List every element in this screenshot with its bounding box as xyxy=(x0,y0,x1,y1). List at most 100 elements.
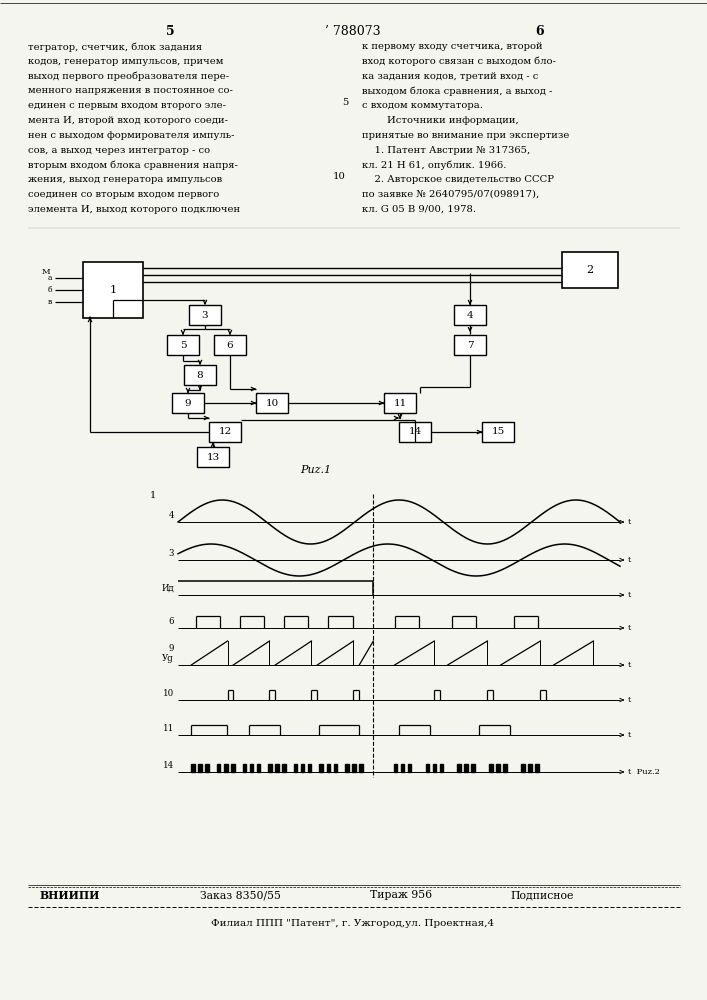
Text: ’ 788073: ’ 788073 xyxy=(325,25,381,38)
Text: выход первого преобразователя пере-: выход первого преобразователя пере- xyxy=(28,72,229,81)
Bar xyxy=(359,764,363,772)
Bar xyxy=(83,262,143,318)
Text: 5: 5 xyxy=(165,25,175,38)
Bar xyxy=(294,764,298,772)
Bar xyxy=(472,764,475,772)
Text: 1. Патент Австрии № 317365,: 1. Патент Австрии № 317365, xyxy=(362,146,530,155)
Text: Филиал ППП "Патент", г. Ужгород,ул. Проектная,4: Филиал ППП "Патент", г. Ужгород,ул. Прое… xyxy=(211,919,495,928)
Text: нен с выходом формирователя импуль-: нен с выходом формирователя импуль- xyxy=(28,131,235,140)
Bar xyxy=(562,252,618,288)
Bar xyxy=(197,447,229,467)
Text: Источники информации,: Источники информации, xyxy=(362,116,519,125)
Text: 11: 11 xyxy=(393,398,407,408)
Text: кл. G 05 В 9/00, 1978.: кл. G 05 В 9/00, 1978. xyxy=(362,205,476,214)
Text: 7: 7 xyxy=(467,340,473,350)
Bar xyxy=(454,305,486,325)
Bar xyxy=(189,305,221,325)
Text: мента И, второй вход которого соеди-: мента И, второй вход которого соеди- xyxy=(28,116,228,125)
Text: а: а xyxy=(47,274,52,282)
Bar xyxy=(214,335,246,355)
Text: t: t xyxy=(628,696,631,704)
Bar xyxy=(217,764,221,772)
Bar xyxy=(184,365,216,385)
Text: кл. 21 Н 61, опублик. 1966.: кл. 21 Н 61, опублик. 1966. xyxy=(362,160,506,170)
Bar xyxy=(433,764,436,772)
Text: тегратор, счетчик, блок задания: тегратор, счетчик, блок задания xyxy=(28,42,202,51)
Bar xyxy=(172,393,204,413)
Text: Тираж 956: Тираж 956 xyxy=(370,890,432,900)
Text: единен с первым входом второго эле-: единен с первым входом второго эле- xyxy=(28,101,226,110)
Bar xyxy=(206,764,209,772)
Bar xyxy=(426,764,429,772)
Bar xyxy=(454,335,486,355)
Bar xyxy=(399,422,431,442)
Text: 3: 3 xyxy=(201,310,209,320)
Text: б: б xyxy=(47,286,52,294)
Text: жения, выход генератора импульсов: жения, выход генератора импульсов xyxy=(28,175,222,184)
Text: элемента И, выход которого подключен: элемента И, выход которого подключен xyxy=(28,205,240,214)
Text: Заказ 8350/55: Заказ 8350/55 xyxy=(200,890,281,900)
Bar xyxy=(503,764,507,772)
Bar xyxy=(384,393,416,413)
Text: t: t xyxy=(628,731,631,739)
Bar xyxy=(192,764,195,772)
Bar xyxy=(528,764,532,772)
Text: 9
Уg: 9 Уg xyxy=(162,644,174,663)
Text: вход которого связан с выходом бло-: вход которого связан с выходом бло- xyxy=(362,57,556,66)
Text: вторым входом блока сравнения напря-: вторым входом блока сравнения напря- xyxy=(28,160,238,170)
Text: Рuz.1: Рuz.1 xyxy=(300,465,331,475)
Text: 8: 8 xyxy=(197,370,204,379)
Bar xyxy=(308,764,312,772)
Text: 10: 10 xyxy=(265,398,279,408)
Bar xyxy=(521,764,525,772)
Bar xyxy=(440,764,443,772)
Text: сов, а выход через интегратор - со: сов, а выход через интегратор - со xyxy=(28,146,210,155)
Text: по заявке № 2640795/07(098917),: по заявке № 2640795/07(098917), xyxy=(362,190,539,199)
Bar xyxy=(167,335,199,355)
Text: в: в xyxy=(47,298,52,306)
Bar xyxy=(199,764,202,772)
Bar xyxy=(394,764,397,772)
Text: Подписное: Подписное xyxy=(510,890,573,900)
Bar xyxy=(482,422,514,442)
Bar xyxy=(352,764,356,772)
Bar xyxy=(401,764,404,772)
Text: М: М xyxy=(42,268,50,276)
Text: Ид: Ид xyxy=(161,584,174,593)
Text: 10: 10 xyxy=(333,172,346,181)
Text: t: t xyxy=(628,591,631,599)
Bar xyxy=(301,764,305,772)
Text: менного напряжения в постоянное со-: менного напряжения в постоянное со- xyxy=(28,86,233,95)
Text: 13: 13 xyxy=(206,452,220,462)
Bar xyxy=(334,764,337,772)
Bar xyxy=(320,764,323,772)
Text: t  Рuz.2: t Рuz.2 xyxy=(628,768,660,776)
Bar xyxy=(231,764,235,772)
Bar xyxy=(209,422,241,442)
Bar xyxy=(243,764,246,772)
Text: кодов, генератор импульсов, причем: кодов, генератор импульсов, причем xyxy=(28,57,223,66)
Text: 11: 11 xyxy=(163,724,174,733)
Text: ка задания кодов, третий вход - с: ка задания кодов, третий вход - с xyxy=(362,72,538,81)
Bar xyxy=(496,764,500,772)
Text: выходом блока сравнения, а выход -: выходом блока сравнения, а выход - xyxy=(362,86,552,96)
Text: 14: 14 xyxy=(409,428,421,436)
Text: 1: 1 xyxy=(110,285,117,295)
Text: 5: 5 xyxy=(343,98,349,107)
Bar xyxy=(457,764,461,772)
Text: 6: 6 xyxy=(168,617,174,626)
Text: t: t xyxy=(628,518,631,526)
Bar xyxy=(256,393,288,413)
Bar xyxy=(489,764,493,772)
Text: 6: 6 xyxy=(227,340,233,350)
Text: 1: 1 xyxy=(150,491,156,500)
Bar xyxy=(257,764,260,772)
Text: 9: 9 xyxy=(185,398,192,408)
Text: 3: 3 xyxy=(169,549,174,558)
Text: 4: 4 xyxy=(467,310,473,320)
Bar xyxy=(327,764,330,772)
Text: 2: 2 xyxy=(586,265,594,275)
Text: t: t xyxy=(628,661,631,669)
Text: t: t xyxy=(628,556,631,564)
Bar xyxy=(282,764,286,772)
